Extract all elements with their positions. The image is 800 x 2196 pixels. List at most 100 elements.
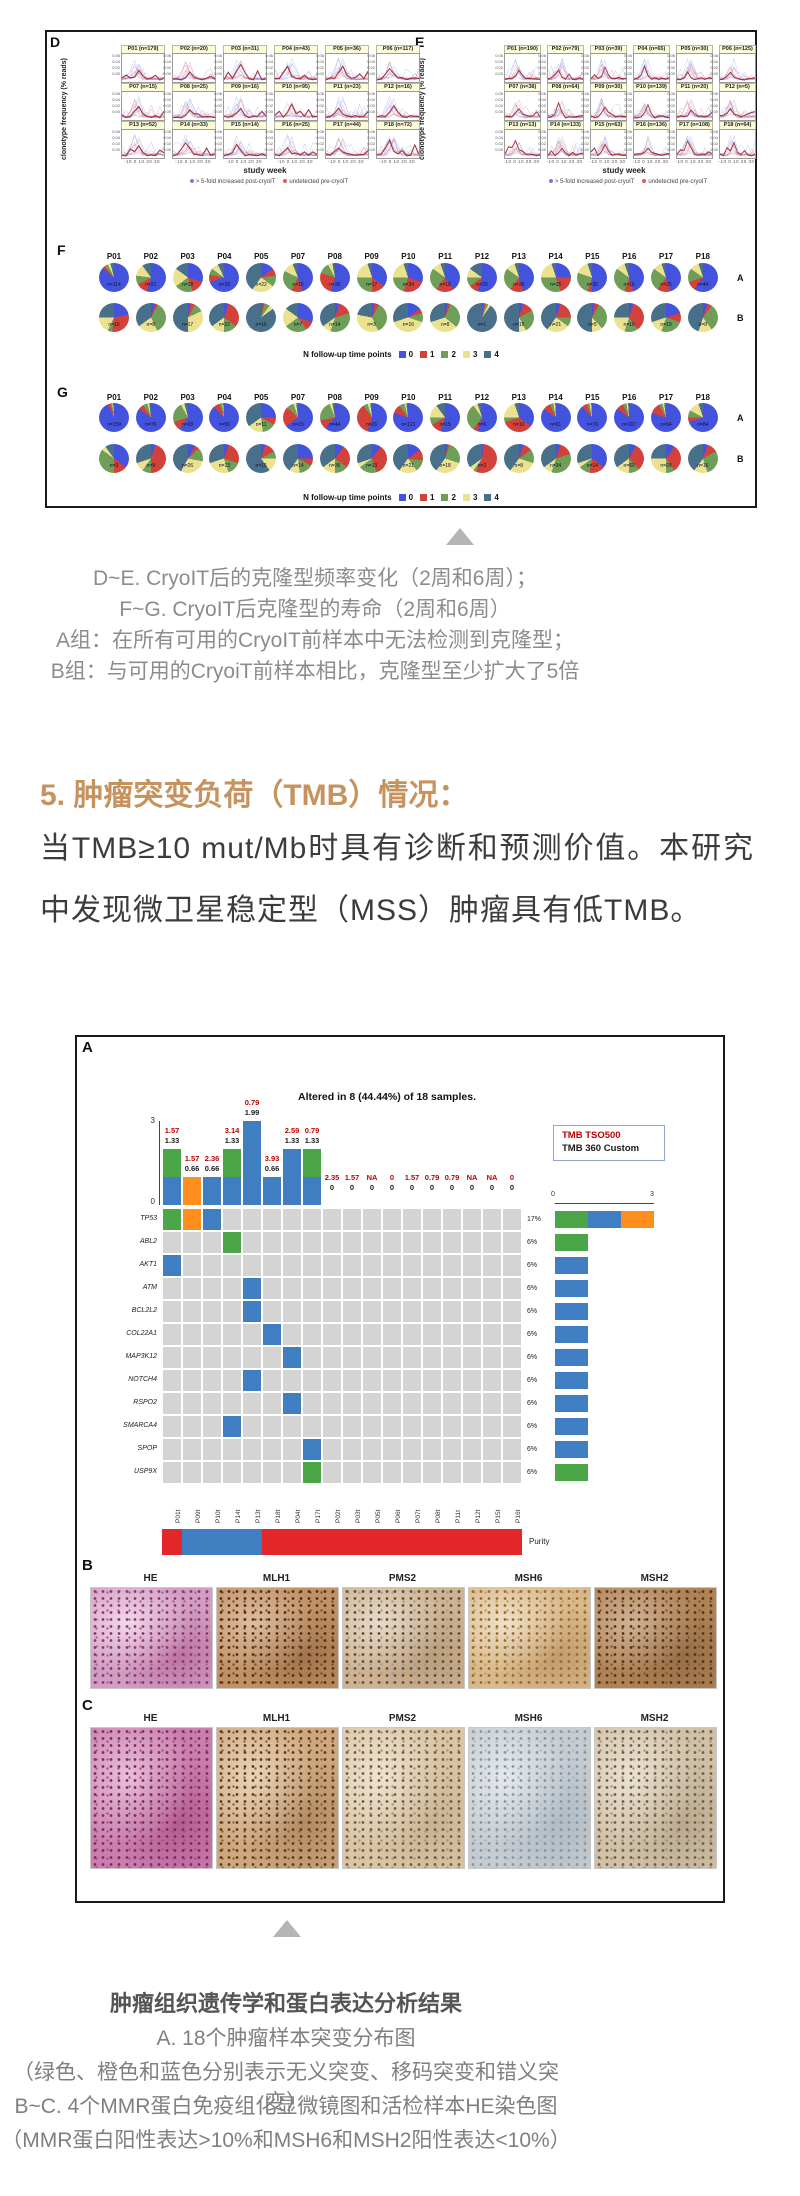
pie-chart	[283, 263, 313, 292]
sample-label: P07t	[415, 1509, 422, 1523]
matrix-cell	[203, 1393, 221, 1414]
matrix-cell	[203, 1278, 221, 1299]
matrix-cell	[263, 1462, 281, 1483]
subplot-xticks: -10 0 10 20 30	[378, 159, 416, 164]
tmb-360-value: 0	[429, 1183, 435, 1192]
clonotype-lines	[677, 135, 712, 157]
pie-chart	[209, 444, 240, 473]
pie-n-label: n=3	[109, 463, 119, 469]
matrix-cell	[443, 1255, 461, 1276]
legend-label: > 5-fold increased post-cryoIT	[554, 179, 635, 185]
gene-label: RSPO2	[133, 1399, 157, 1406]
gene-label: USP9X	[134, 1468, 157, 1475]
matrix-cell	[223, 1439, 241, 1460]
tmb-tso500-value: 2.36	[204, 1154, 220, 1163]
stain-header: HE	[143, 1713, 158, 1724]
tmb-bar-segment	[303, 1177, 321, 1205]
tmb-360-value: 0	[489, 1183, 495, 1192]
sample-label: P01t	[175, 1509, 182, 1523]
matrix-cell	[223, 1347, 241, 1368]
pie-n-label: n=15	[513, 322, 525, 328]
matrix-cell	[283, 1209, 301, 1230]
histology-image	[216, 1727, 339, 1869]
tmb-tso500-value: 3.93	[264, 1154, 280, 1163]
followup-legend-swatch	[462, 351, 470, 358]
matrix-cell	[223, 1393, 241, 1414]
pie-column-header: P01	[106, 393, 122, 402]
matrix-cell	[423, 1324, 441, 1345]
pie-chart	[687, 403, 718, 432]
figure-clonotype: D E clonotype frequency (% reads) clonot…	[45, 30, 757, 508]
matrix-cell	[323, 1347, 341, 1368]
figure2-caption-line: B~C. 4个MMR蛋白免疫组化显微镜图和活检样本HE染色图	[14, 2095, 558, 2118]
matrix-cell	[383, 1462, 401, 1483]
matrix-cell	[443, 1347, 461, 1368]
subplot-xticks: -10 0 10 20 30	[327, 159, 365, 164]
pie-column-header: P12	[474, 393, 490, 402]
followup-legend-value: 4	[494, 493, 499, 502]
pie-chart	[540, 263, 571, 292]
matrix-cell	[323, 1209, 341, 1230]
matrix-cell	[503, 1301, 521, 1322]
tmb-legend-line1: TMB TSO500	[562, 1130, 621, 1141]
tmb-tso500-value: 0	[509, 1173, 515, 1182]
matrix-cell	[363, 1278, 381, 1299]
pie-chart	[209, 263, 240, 292]
percent-label: 6%	[527, 1354, 538, 1361]
clonotype-lines	[377, 135, 419, 157]
clonotype-lines	[505, 99, 540, 119]
matrix-cell	[323, 1301, 341, 1322]
pie-n-label: n=9	[146, 463, 156, 469]
freq-bar-segment	[555, 1234, 588, 1251]
subplot-xticks: -10 0 10 20 30	[276, 159, 314, 164]
matrix-cell	[503, 1232, 521, 1253]
tmb-bar-segment	[283, 1149, 301, 1177]
matrix-cell	[323, 1462, 341, 1483]
matrix-cell	[423, 1439, 441, 1460]
subplot-xticks: -10 0 10 20 30	[632, 159, 669, 164]
tmb-bar-segment	[263, 1177, 281, 1205]
matrix-cell	[283, 1370, 301, 1391]
matrix-cell	[403, 1393, 421, 1414]
pie-column-header: P07	[290, 252, 306, 261]
stain-header: MLH1	[262, 1713, 291, 1724]
pie-column-header: P03	[180, 252, 195, 261]
sample-label: P12t	[475, 1509, 482, 1523]
matrix-cell	[503, 1255, 521, 1276]
subplot-yticks: 0.06 0.04 0.02 0.00	[367, 91, 375, 114]
clonotype-lines	[634, 102, 669, 119]
matrix-cell	[423, 1278, 441, 1299]
figure2-caption-line: （绿色、橙色和蓝色分别表示无义突变、移码突变和错义突变）	[13, 2061, 559, 2114]
matrix-cell	[203, 1324, 221, 1345]
stain-header: MSH6	[514, 1573, 543, 1584]
pie-row-label: A	[737, 413, 744, 423]
clonotype-lines	[173, 60, 215, 81]
matrix-cell	[383, 1209, 401, 1230]
collapse-triangle	[273, 1920, 301, 1937]
tmb-bar-segment	[243, 1149, 261, 1177]
pie-n-label: n=15	[292, 282, 304, 288]
pie-chart	[246, 263, 277, 292]
subplot-yticks: 0.06 0.04 0.02 0.00	[112, 129, 120, 152]
clonotype-lines	[677, 58, 712, 81]
sample-label: P09t	[195, 1509, 202, 1523]
bar-axis-max: 3	[150, 1116, 155, 1125]
matrix-cell	[283, 1278, 301, 1299]
subplot-yticks: 0.06 0.04 0.02 0.00	[581, 129, 589, 152]
pie-column-header: P11	[438, 252, 453, 261]
subplot-xticks: -10 0 10 20 30	[589, 159, 626, 164]
subplot-plot	[223, 53, 267, 83]
matrix-cell	[503, 1324, 521, 1345]
subplot-xticks: -10 0 10 20 30	[123, 159, 161, 164]
gene-label: SMARCA4	[123, 1422, 157, 1429]
pie-column-header: P02	[143, 393, 158, 402]
matrix-cell	[303, 1255, 321, 1276]
clonotype-lines	[548, 100, 583, 119]
histology-image	[342, 1727, 465, 1869]
pie-chart	[540, 444, 571, 473]
stain-header: PMS2	[388, 1573, 417, 1584]
figure1-caption-line: A组：在所有可用的CryoIT前样本中无法检测到克隆型；	[55, 629, 574, 652]
subplot-yticks: 0.06 0.04 0.02 0.00	[265, 91, 273, 114]
matrix-cell	[243, 1416, 261, 1437]
oncoprint-title: Altered in 8 (44.44%) of 18 samples.	[298, 1091, 476, 1103]
